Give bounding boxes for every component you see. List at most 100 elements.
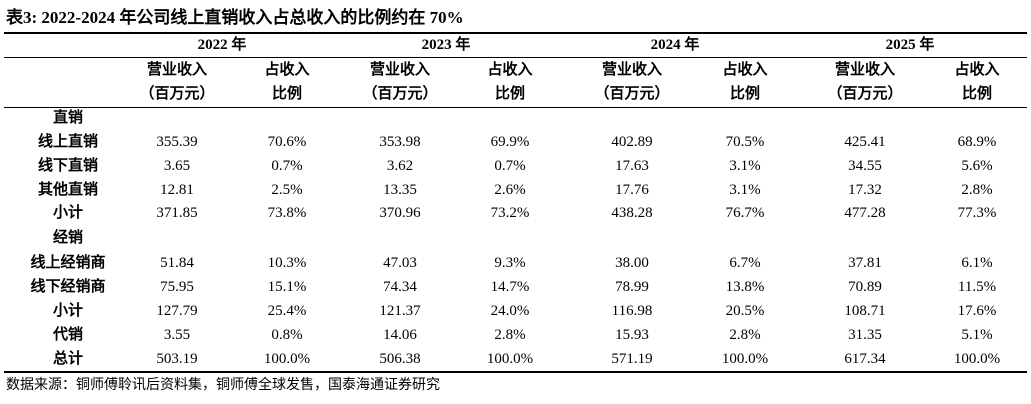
column-header: 占收入 (722, 62, 768, 78)
cell: 70.5% (725, 134, 765, 150)
cell: 73.8% (267, 205, 307, 221)
cell: 13.35 (383, 182, 417, 198)
cell: 3.1% (729, 158, 761, 174)
column-header: 营业收入 (146, 62, 208, 78)
bottom-rule (4, 371, 1027, 373)
cell: 14.06 (383, 327, 417, 343)
cell: 73.2% (490, 205, 530, 221)
cell: 13.8% (725, 279, 765, 295)
cell: 503.19 (156, 351, 198, 367)
cell: 370.96 (379, 205, 421, 221)
cell: 9.3% (494, 255, 526, 271)
cell: 100.0% (721, 351, 769, 367)
cell: 15.1% (267, 279, 307, 295)
cell: 24.0% (490, 303, 530, 319)
column-header: （百万元） (139, 86, 215, 102)
cell: 116.98 (611, 303, 653, 319)
row-label: 线上直销 (37, 134, 99, 150)
cell: 20.5% (725, 303, 765, 319)
top-rule (4, 32, 1027, 34)
cell: 3.65 (163, 158, 191, 174)
cell: 37.81 (848, 255, 882, 271)
cell: 25.4% (267, 303, 307, 319)
column-header: 比例 (271, 86, 303, 102)
column-header: （百万元） (362, 86, 438, 102)
cell: 127.79 (156, 303, 198, 319)
column-header: 比例 (729, 86, 761, 102)
cell: 6.7% (729, 255, 761, 271)
cell: 108.71 (844, 303, 886, 319)
cell: 3.62 (386, 158, 414, 174)
cell: 12.81 (160, 182, 194, 198)
cell: 31.35 (848, 327, 882, 343)
source: 数据来源：铜师傅聆讯后资料集，铜师傅全球发售，国泰海通证券研究 (6, 378, 440, 393)
cell: 38.00 (615, 255, 649, 271)
cell: 70.89 (848, 279, 882, 295)
cell: 5.1% (961, 327, 993, 343)
column-header: （百万元） (827, 86, 903, 102)
cell: 69.9% (490, 134, 530, 150)
column-header: 营业收入 (834, 62, 896, 78)
cell: 6.1% (961, 255, 993, 271)
row-label: 小计 (52, 205, 84, 221)
row-label: 经销 (52, 230, 84, 246)
cell: 74.34 (383, 279, 417, 295)
cell: 2.8% (729, 327, 761, 343)
cell: 17.32 (848, 182, 882, 198)
cell: 3.1% (729, 182, 761, 198)
cell: 17.63 (615, 158, 649, 174)
cell: 425.41 (844, 134, 886, 150)
cell: 3.55 (163, 327, 191, 343)
row-label: 线上经销商 (30, 255, 106, 271)
column-header: 占收入 (487, 62, 533, 78)
title: 表3: 2022-2024 年公司线上直销收入占总收入的比例约在 70% (6, 8, 464, 27)
column-header: 营业收入 (601, 62, 663, 78)
cell: 17.6% (957, 303, 997, 319)
cell: 2.5% (271, 182, 303, 198)
cell: 11.5% (957, 279, 997, 295)
column-header: 占收入 (954, 62, 1000, 78)
cell: 0.7% (271, 158, 303, 174)
row-label: 代销 (52, 327, 84, 343)
cell: 2.8% (494, 327, 526, 343)
cell: 121.37 (379, 303, 421, 319)
cell: 0.8% (271, 327, 303, 343)
cell: 34.55 (848, 158, 882, 174)
cell: 75.95 (160, 279, 194, 295)
row-label: 总计 (52, 351, 84, 367)
cell: 68.9% (957, 134, 997, 150)
year-header: 2025 年 (885, 37, 935, 53)
row-label: 线下直销 (37, 158, 99, 174)
column-header: 占收入 (264, 62, 310, 78)
year-header: 2024 年 (650, 37, 700, 53)
cell: 355.39 (156, 134, 198, 150)
cell: 617.34 (844, 351, 886, 367)
cell: 506.38 (379, 351, 421, 367)
cell: 2.6% (494, 182, 526, 198)
cell: 100.0% (263, 351, 311, 367)
cell: 571.19 (611, 351, 653, 367)
year-header: 2023 年 (421, 37, 471, 53)
cell: 5.6% (961, 158, 993, 174)
cell: 2.8% (961, 182, 993, 198)
row-label: 线下经销商 (30, 279, 106, 295)
cell: 78.99 (615, 279, 649, 295)
cell: 51.84 (160, 255, 194, 271)
row-label: 直销 (52, 110, 84, 126)
row-label: 其他直销 (37, 182, 99, 198)
cell: 402.89 (611, 134, 653, 150)
cell: 47.03 (383, 255, 417, 271)
cell: 100.0% (486, 351, 534, 367)
cell: 477.28 (844, 205, 886, 221)
cell: 438.28 (611, 205, 653, 221)
cell: 77.3% (957, 205, 997, 221)
year-rule (4, 57, 1027, 58)
cell: 100.0% (953, 351, 1001, 367)
column-header: 比例 (494, 86, 526, 102)
column-header: 营业收入 (369, 62, 431, 78)
column-header: （百万元） (594, 86, 670, 102)
cell: 353.98 (379, 134, 421, 150)
year-header: 2022 年 (197, 37, 247, 53)
cell: 76.7% (725, 205, 765, 221)
